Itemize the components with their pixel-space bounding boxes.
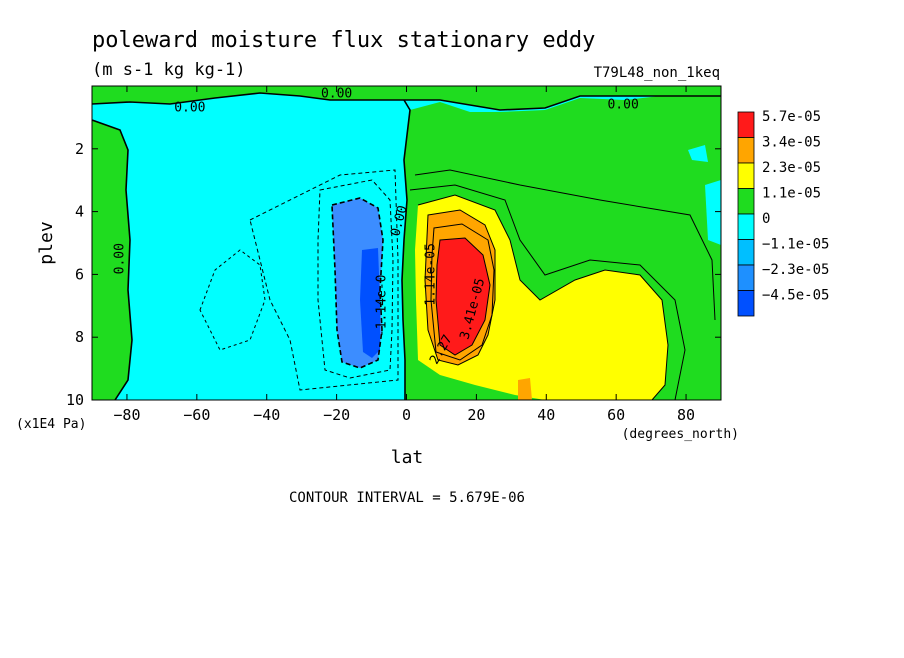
chart-units: (m s-1 kg kg-1) <box>92 60 246 80</box>
contour-neg-2 <box>317 179 394 379</box>
y-axis: 2 4 6 8 10 <box>66 140 721 409</box>
colorbar-label: 2.3e-05 <box>762 160 821 176</box>
contour-neg-3 <box>249 169 399 391</box>
colorbar-swatch <box>737 162 755 189</box>
region-neg-small-patch <box>688 145 708 162</box>
contour-pos-4 <box>435 237 491 356</box>
x-axis: −80 −60 −40 −20 0 20 40 60 80 <box>113 86 695 424</box>
x-tick-label: 20 <box>467 406 485 424</box>
colorbar-label: 1.1e-05 <box>762 186 821 202</box>
contour-label: -1.14e-0 <box>375 274 390 337</box>
y-tick-label: 2 <box>75 140 84 158</box>
region-pos-small-left <box>92 120 132 400</box>
colorbar: 5.7e-05 3.4e-05 2.3e-05 1.1e-05 0 −1.1e-05 −2.… <box>737 109 829 317</box>
colorbar-swatch <box>737 264 755 291</box>
x-axis-units: (degrees_north) <box>622 427 739 442</box>
x-tick-label: 60 <box>607 406 625 424</box>
region-pos-max <box>436 238 490 355</box>
region-neg-small-right <box>705 180 721 245</box>
contour-field <box>92 86 721 400</box>
contour-zero-left <box>92 119 133 400</box>
contour-pos-1 <box>409 184 686 400</box>
x-tick-label: −40 <box>253 406 280 424</box>
contour-neg-4 <box>199 249 266 351</box>
colorbar-swatch <box>737 111 755 138</box>
contour-label: 0.00 <box>607 97 638 112</box>
y-tick-label: 4 <box>75 203 84 221</box>
contour-label: 1.14e-05 <box>423 243 438 306</box>
region-pos-small-top <box>92 86 721 110</box>
contour-interval: CONTOUR INTERVAL = 5.679E-06 <box>289 490 525 506</box>
contour-pos-2 <box>417 194 669 400</box>
contour-pos-6 <box>414 169 716 321</box>
x-tick-label: −80 <box>113 406 140 424</box>
contour-neg-1 <box>331 197 384 369</box>
colorbar-swatch <box>737 213 755 240</box>
region-neg-max <box>360 248 380 358</box>
colorbar-label: 3.4e-05 <box>762 135 821 151</box>
chart-title: poleward moisture flux stationary eddy <box>92 28 595 53</box>
colorbar-label: −2.3e-05 <box>762 262 829 278</box>
y-tick-label: 6 <box>75 265 84 283</box>
contour-label: 0.00 <box>321 86 352 101</box>
x-tick-label: 40 <box>537 406 555 424</box>
x-tick-label: 0 <box>402 406 411 424</box>
contour-label: 0.00 <box>112 243 127 274</box>
contour-pos-3 <box>424 209 496 366</box>
contour-pos-5 <box>430 223 495 361</box>
x-axis-label: lat <box>391 447 424 468</box>
contour-zero <box>401 99 411 400</box>
run-label: T79L48_non_1keq <box>594 65 720 81</box>
colorbar-label: 5.7e-05 <box>762 109 821 125</box>
colorbar-label: 0 <box>762 211 770 227</box>
colorbar-swatch <box>737 188 755 215</box>
x-tick-label: −60 <box>183 406 210 424</box>
contour-label: 0.00 <box>174 100 205 115</box>
y-tick-label: 8 <box>75 328 84 346</box>
y-tick-label: 10 <box>66 391 84 409</box>
y-axis-units: (x1E4 Pa) <box>16 417 86 432</box>
colorbar-label: −1.1e-05 <box>762 237 829 253</box>
colorbar-swatch <box>737 290 755 317</box>
colorbar-label: −4.5e-05 <box>762 288 829 304</box>
region-pos-high-patch <box>518 378 532 400</box>
x-tick-label: −20 <box>323 406 350 424</box>
y-axis-label: plev <box>36 221 57 264</box>
x-tick-label: 80 <box>677 406 695 424</box>
contour-zero-top <box>92 92 721 111</box>
colorbar-swatch <box>737 137 755 164</box>
colorbar-swatch <box>737 239 755 266</box>
